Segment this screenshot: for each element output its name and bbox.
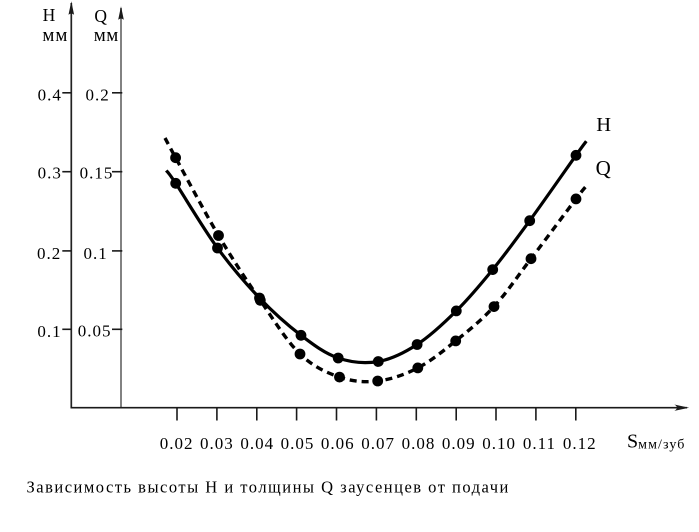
svg-text:H: H [596, 114, 611, 136]
svg-text:0.09: 0.09 [442, 434, 476, 453]
svg-text:0.2: 0.2 [86, 86, 110, 105]
svg-text:Q: Q [94, 6, 107, 26]
svg-text:0.07: 0.07 [361, 434, 395, 453]
svg-text:0.04: 0.04 [240, 434, 274, 453]
svg-text:Зависимость высоты H и толщины: Зависимость высоты H и толщины Q заусенц… [27, 478, 510, 497]
svg-text:Q: Q [596, 156, 611, 180]
svg-text:0.05: 0.05 [281, 434, 315, 453]
svg-text:Sмм/зуб: Sмм/зуб [627, 431, 686, 453]
svg-text:0.12: 0.12 [563, 434, 597, 453]
svg-text:0.03: 0.03 [200, 434, 234, 453]
svg-text:0.2: 0.2 [37, 244, 61, 263]
svg-text:0.1: 0.1 [37, 322, 61, 341]
svg-text:0.4: 0.4 [38, 86, 62, 105]
svg-text:0.08: 0.08 [402, 434, 436, 453]
svg-text:мм: мм [42, 25, 68, 46]
svg-text:0.11: 0.11 [523, 434, 556, 453]
svg-text:0.1: 0.1 [84, 244, 108, 263]
svg-text:0.15: 0.15 [80, 164, 114, 183]
svg-text:мм: мм [94, 25, 119, 46]
svg-text:0.10: 0.10 [482, 434, 516, 453]
svg-text:0.3: 0.3 [38, 163, 62, 182]
svg-text:0.05: 0.05 [78, 321, 112, 340]
svg-text:0.06: 0.06 [321, 434, 355, 453]
svg-text:H: H [43, 5, 56, 25]
svg-text:0.02: 0.02 [160, 434, 194, 453]
